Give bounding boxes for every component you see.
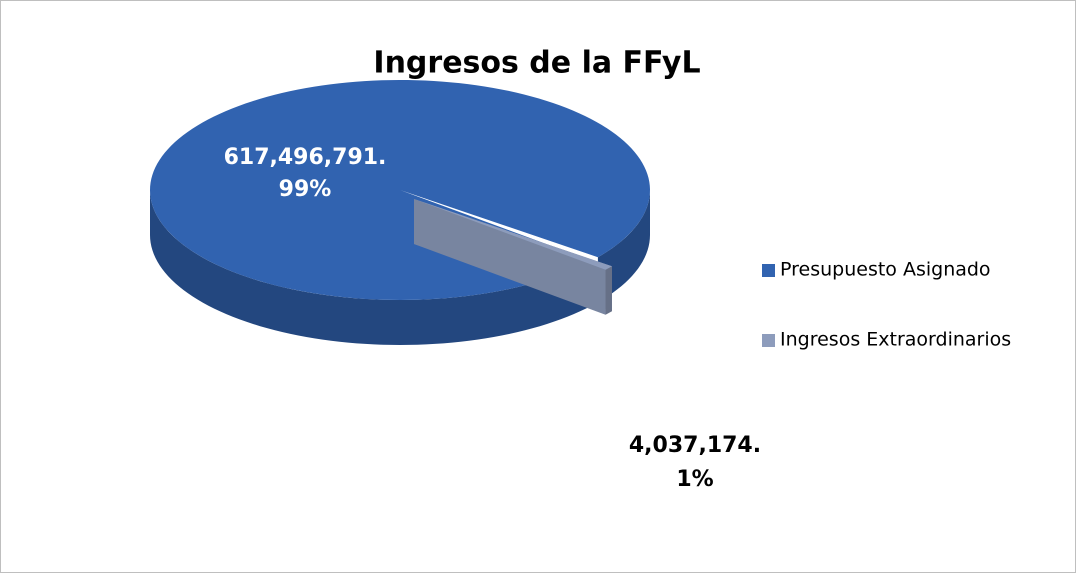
legend-swatch [762, 334, 775, 347]
legend-swatch [762, 264, 775, 277]
slice-face [414, 199, 606, 315]
data-label-percent: 99% [279, 177, 332, 202]
data-label: 617,496,791. [224, 145, 387, 170]
chart-title: Ingresos de la FFyL [373, 46, 700, 81]
legend-label: Presupuesto Asignado [780, 259, 991, 281]
legend-label: Ingresos Extraordinarios [780, 329, 1011, 351]
data-label-percent: 1% [676, 467, 713, 492]
slice-side [150, 190, 592, 345]
slice-side [605, 266, 612, 315]
slice-top [414, 199, 612, 270]
data-label: 4,037,174. [629, 433, 761, 458]
